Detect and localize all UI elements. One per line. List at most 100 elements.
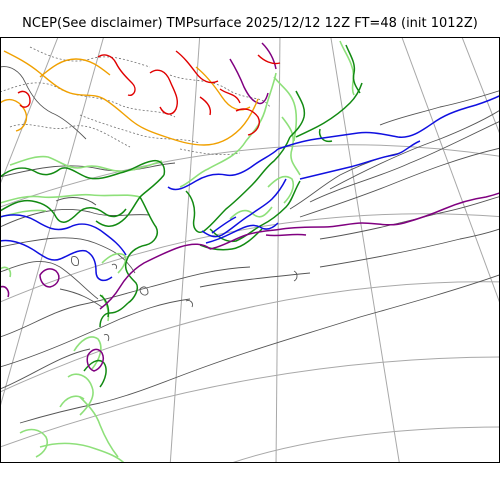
isotherm-line: [0, 209, 151, 228]
graticule-grid: [0, 37, 500, 463]
light-green-line: [19, 428, 49, 458]
dark-green-contours: [0, 44, 363, 388]
light-green-line: [0, 266, 12, 278]
light-green-contours: [0, 40, 355, 463]
isotherm-line: [309, 120, 500, 203]
map-title: NCEP(See disclaimer) TMPsurface 2025/12/…: [22, 16, 478, 31]
isotherm-line: [19, 274, 500, 424]
orange-line: [39, 58, 111, 78]
red-line: [17, 90, 31, 108]
orange-line: [3, 50, 259, 146]
small-loop: [71, 256, 79, 266]
isotherm-line: [0, 260, 99, 300]
purple-line: [261, 42, 277, 70]
light-green-line: [281, 116, 301, 176]
blue-contours: [0, 94, 500, 282]
dark-green-line: [295, 82, 363, 138]
purple-line: [229, 58, 269, 105]
parallel-line: [0, 356, 500, 448]
red-line: [257, 54, 281, 65]
dark-green-line: [95, 174, 165, 227]
light-green-line: [59, 395, 85, 408]
purple-line: [99, 243, 211, 310]
light-green-line: [39, 442, 125, 463]
light-green-line: [179, 72, 277, 188]
meridian-line: [0, 37, 105, 408]
meridian-line: [275, 37, 281, 463]
red-line: [175, 50, 219, 84]
meridian-line: [0, 37, 59, 186]
small-loop: [185, 300, 193, 308]
blue-line: [205, 222, 279, 244]
blue-line: [211, 216, 237, 234]
light-green-line: [267, 175, 295, 204]
red-line: [219, 88, 241, 104]
light-green-line: [9, 155, 163, 173]
isotherm-line: [319, 228, 500, 268]
dark-green-line: [185, 136, 291, 233]
light-green-line: [79, 396, 119, 458]
meridian-line: [401, 37, 500, 305]
isotherm-line: [0, 237, 136, 274]
purple-contours: [0, 42, 500, 372]
red-line: [199, 96, 212, 116]
light-green-line: [273, 76, 298, 142]
dotted-line: [169, 74, 271, 108]
dark-green-line: [99, 302, 129, 328]
dark-green-line: [83, 359, 107, 388]
dark-green-line: [0, 159, 166, 180]
red-line: [235, 108, 260, 136]
meridian-line: [330, 37, 400, 463]
isotherm-line: [299, 147, 500, 218]
isotherm-line: [55, 197, 97, 206]
isotherm-line: [0, 348, 91, 390]
dark-green-line: [289, 90, 306, 138]
light-green-line: [229, 206, 273, 220]
purple-line: [209, 192, 500, 250]
small-loop: [293, 270, 298, 282]
isotherm-contours: [0, 66, 500, 424]
isotherm-line: [0, 298, 191, 368]
blue-line: [201, 178, 287, 238]
blue-line: [0, 239, 113, 282]
dotted-line: [29, 46, 151, 68]
light-green-line: [339, 40, 355, 96]
isotherm-line: [199, 272, 311, 288]
dark-green-line: [345, 44, 361, 94]
map-panel: [0, 37, 500, 463]
orange-line: [0, 98, 28, 132]
dotted-contours: [0, 46, 271, 156]
blue-line: [299, 140, 421, 180]
dark-green-line: [318, 128, 333, 143]
blue-line: [0, 214, 127, 256]
isotherm-line: [0, 66, 87, 140]
small-loop: [139, 286, 149, 296]
map-border: [0, 37, 500, 463]
dotted-line: [79, 114, 201, 144]
dark-green-line: [0, 199, 127, 223]
light-green-line: [0, 193, 141, 204]
meridian-line: [461, 37, 500, 136]
parallel-line: [0, 144, 500, 208]
parallel-line: [0, 281, 500, 393]
isotherm-line: [379, 90, 500, 126]
meridian-line: [169, 37, 201, 463]
orange-contours: [0, 50, 259, 146]
orange-line: [195, 66, 251, 111]
light-green-line: [101, 252, 127, 274]
red-contours: [17, 50, 281, 136]
isotherm-line: [0, 266, 251, 338]
isotherm-line: [329, 109, 500, 190]
small-loop: [103, 334, 110, 342]
blue-line: [167, 148, 279, 191]
isotherm-line: [319, 195, 500, 240]
parallel-line: [229, 426, 500, 463]
purple-line: [265, 233, 307, 237]
small-isotherm-loops: [71, 256, 298, 342]
blue-line: [277, 94, 500, 150]
purple-line: [86, 348, 105, 372]
dotted-line: [179, 148, 241, 156]
dark-green-line: [124, 196, 158, 304]
dotted-line: [9, 124, 131, 148]
dotted-line: [0, 82, 176, 118]
